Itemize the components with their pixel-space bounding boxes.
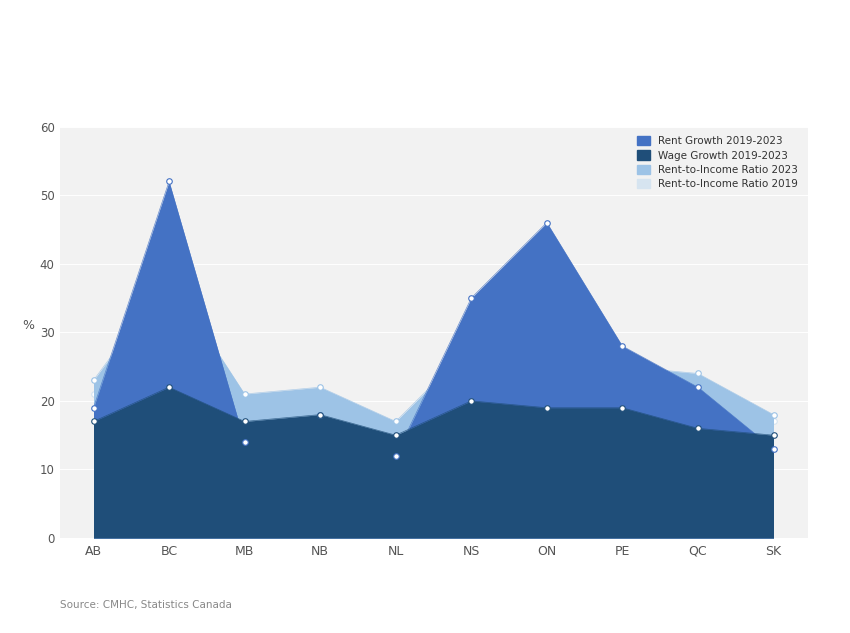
Legend: Rent Growth 2019-2023, Wage Growth 2019-2023, Rent-to-Income Ratio 2023, Rent-to: Rent Growth 2019-2023, Wage Growth 2019-… — [633, 132, 802, 194]
Y-axis label: %: % — [23, 319, 35, 332]
Text: Affordability deteriorated as rent outpaced wage in some regions
and notably in : Affordability deteriorated as rent outpa… — [26, 36, 462, 66]
Text: Source: CMHC, Statistics Canada: Source: CMHC, Statistics Canada — [60, 599, 231, 610]
